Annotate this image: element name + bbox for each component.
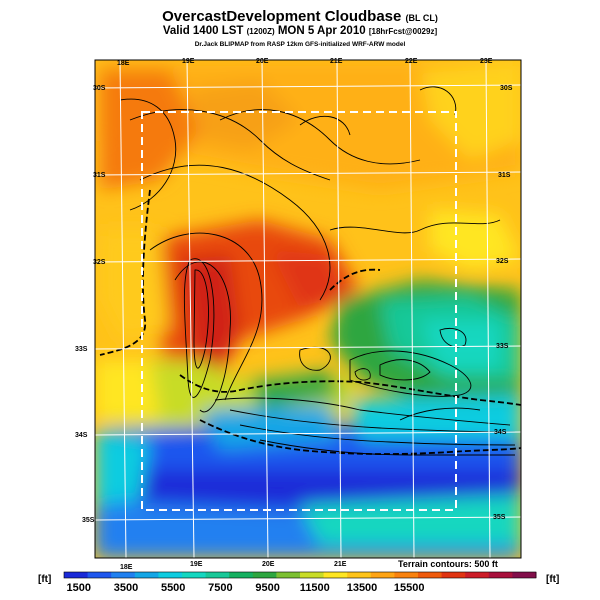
terrain-note: Terrain contours: 500 ft xyxy=(398,559,498,569)
inner-domain-box xyxy=(141,111,457,511)
lat-label: 32S xyxy=(93,259,106,266)
colorbar-swatch xyxy=(87,572,112,578)
lon-label: 19E xyxy=(182,58,195,65)
colorbar-swatch xyxy=(300,572,325,578)
lat-label: 33S xyxy=(75,346,88,353)
model-credit: Dr.Jack BLIPMAP from RASP 12km GFS-initi… xyxy=(194,41,406,48)
lat-label: 30S xyxy=(93,85,106,92)
lat-label: 35S xyxy=(493,514,506,521)
lat-label: 31S xyxy=(93,172,106,179)
colorbar-swatch xyxy=(394,572,419,578)
colorbar-swatch xyxy=(441,572,466,578)
colorbar-swatch xyxy=(418,572,443,578)
lon-label: 18E xyxy=(120,564,133,571)
colorbar-unit-right: [ft] xyxy=(546,574,560,585)
colorbar-swatch xyxy=(158,572,183,578)
colorbar-swatch xyxy=(323,572,348,578)
colorbar-tick-label: 7500 xyxy=(208,582,233,594)
lon-label: 18E xyxy=(117,60,130,67)
colorbar-swatch xyxy=(134,572,159,578)
colorbar-swatch xyxy=(370,572,395,578)
lon-label: 21E xyxy=(330,58,343,65)
lat-lon-grid xyxy=(95,60,521,558)
lat-labels-right: 30S 31S 32S 33S 34S 35S xyxy=(493,85,513,521)
colorbar-swatch xyxy=(111,572,136,578)
colorbar-swatch xyxy=(512,572,537,578)
lat-label: 33S xyxy=(496,343,509,350)
lon-labels-top: 18E 19E 20E 21E 22E 23E xyxy=(117,58,493,67)
colorbar-tick-label: 1500 xyxy=(66,582,92,594)
lat-labels-left: 30S 31S 32S 33S 34S 35S xyxy=(75,85,106,524)
lon-labels-bottom: 18E 19E 20E 21E xyxy=(120,561,347,571)
colorbar-swatch xyxy=(229,572,254,578)
chart-title: OvercastDevelopment Cloudbase (BL CL) xyxy=(162,8,438,25)
colorbar-swatch xyxy=(488,572,513,578)
colorbar-outline xyxy=(63,571,537,579)
colorbar-tick-label: 3500 xyxy=(113,582,139,594)
lon-label: 22E xyxy=(405,58,418,65)
lat-label: 35S xyxy=(82,517,95,524)
colorbar-tick-label: 9500 xyxy=(255,582,280,594)
lon-label: 19E xyxy=(190,561,203,568)
lat-label: 32S xyxy=(496,258,509,265)
lat-label: 34S xyxy=(494,429,507,436)
colorbar-swatch xyxy=(182,572,207,578)
coastline xyxy=(99,189,521,455)
colorbar-swatch xyxy=(347,572,372,578)
lat-label: 31S xyxy=(498,172,511,179)
lon-label: 20E xyxy=(262,561,275,568)
colorbar-swatch xyxy=(64,572,89,578)
colorbar-unit-left: [ft] xyxy=(38,574,52,585)
colorbar-tick-label: 13500 xyxy=(346,582,378,594)
lat-label: 34S xyxy=(75,432,88,439)
colorbar-tick-label: 15500 xyxy=(393,582,425,594)
lon-label: 23E xyxy=(480,58,493,65)
valid-time: Valid 1400 LST (1200Z) MON 5 Apr 2010 [1… xyxy=(162,25,438,37)
lon-label: 20E xyxy=(256,58,269,65)
colorbar xyxy=(63,571,537,579)
cloudbase-field xyxy=(95,60,521,558)
lat-label: 30S xyxy=(500,85,513,92)
colorbar-swatch xyxy=(465,572,490,578)
colorbar-swatch xyxy=(252,572,277,578)
colorbar-tick-label: 5500 xyxy=(160,582,186,594)
colorbar-tick-label: 11500 xyxy=(299,582,330,594)
colorbar-swatch xyxy=(205,572,230,578)
lon-label: 21E xyxy=(334,561,347,568)
colorbar-swatch xyxy=(276,572,301,578)
